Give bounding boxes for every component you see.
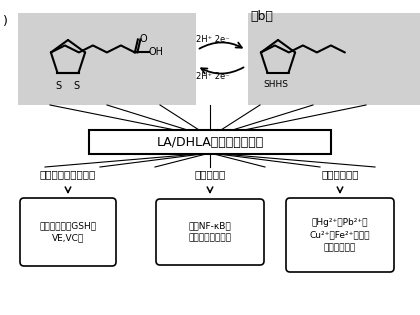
Text: （b）: （b） <box>250 10 273 23</box>
Bar <box>248 13 420 105</box>
FancyBboxPatch shape <box>89 130 331 154</box>
FancyBboxPatch shape <box>156 199 264 265</box>
Text: 整合金属离子: 整合金属离子 <box>321 169 359 179</box>
Text: 再生内源性的GSH，
VE,VC等: 再生内源性的GSH， VE,VC等 <box>39 221 97 243</box>
Text: 2H⁺ 2e⁻: 2H⁺ 2e⁻ <box>196 35 230 44</box>
Text: O: O <box>140 34 147 44</box>
Text: OH: OH <box>149 48 164 57</box>
Text: SHHS: SHHS <box>263 80 289 89</box>
Text: 与Hg²⁺，Pb²⁺，
Cu²⁺，Fe²⁺等金属
离子稳定结合: 与Hg²⁺，Pb²⁺， Cu²⁺，Fe²⁺等金属 离子稳定结合 <box>310 218 370 252</box>
Text: 抑制NF-κB，
降低促炎因子释放: 抑制NF-κB， 降低促炎因子释放 <box>189 221 231 243</box>
Text: S: S <box>55 81 61 90</box>
Text: ): ) <box>3 15 8 28</box>
FancyBboxPatch shape <box>20 198 116 266</box>
Bar <box>18 13 196 105</box>
FancyBboxPatch shape <box>286 198 394 272</box>
Text: 再生内源性抗氧化剂: 再生内源性抗氧化剂 <box>40 169 96 179</box>
Text: S: S <box>74 81 80 90</box>
Text: LA/DHLA的内在化学属性: LA/DHLA的内在化学属性 <box>156 135 264 148</box>
Text: 抗炎症因子: 抗炎症因子 <box>194 169 226 179</box>
Text: 2H⁺ 2e⁻: 2H⁺ 2e⁻ <box>196 72 230 81</box>
